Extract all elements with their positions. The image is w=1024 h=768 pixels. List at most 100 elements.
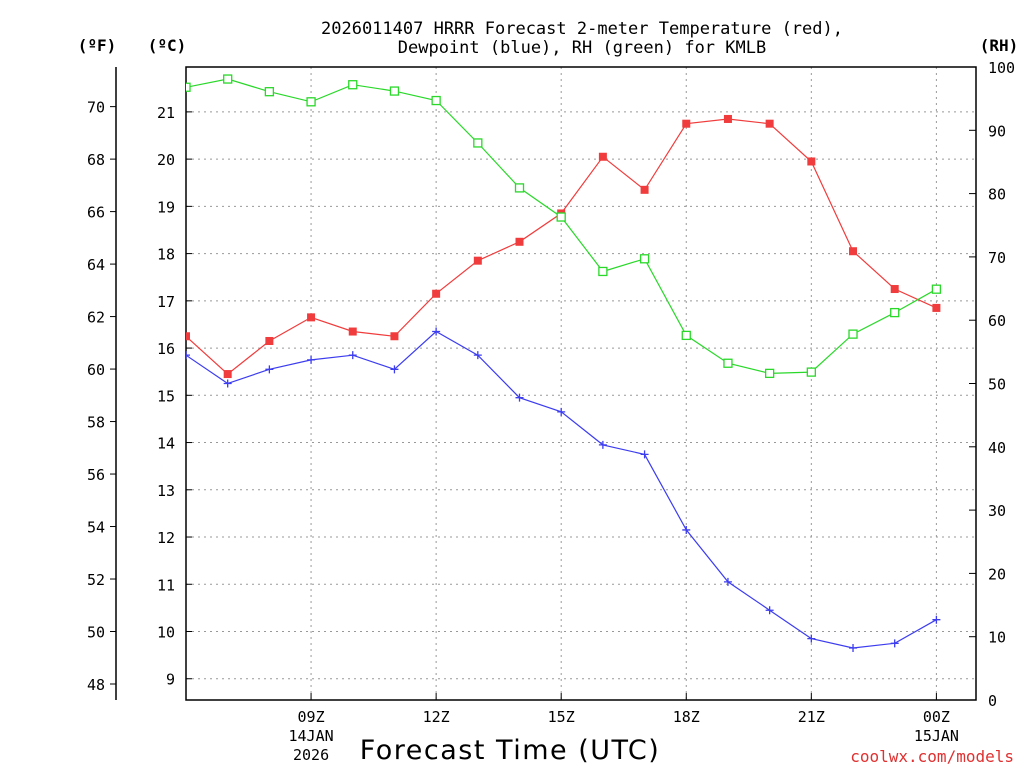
fahrenheit-tick-label: 62 bbox=[87, 309, 105, 327]
x-tick-label: 00Z bbox=[923, 708, 950, 726]
rh-data-point bbox=[223, 74, 233, 84]
celsius-tick-label: 18 bbox=[157, 246, 175, 264]
x-axis-title: Forecast Time (UTC) bbox=[360, 735, 661, 766]
celsius-tick-label: 19 bbox=[157, 198, 175, 216]
dewpoint-data-point bbox=[598, 440, 607, 449]
celsius-tick-label: 9 bbox=[166, 671, 175, 689]
rh-tick-label: 60 bbox=[988, 312, 1006, 330]
celsius-axis-label: (ºC) bbox=[148, 36, 187, 55]
temperature-data-point bbox=[223, 370, 232, 379]
dewpoint-data-point bbox=[557, 407, 566, 416]
temperature-data-point bbox=[390, 332, 399, 341]
rh-data-point bbox=[389, 86, 400, 96]
dewpoint-data-point bbox=[723, 577, 732, 586]
temperature-data-point bbox=[473, 256, 482, 265]
dewpoint-data-point bbox=[186, 351, 190, 360]
rh-tick-label: 30 bbox=[988, 502, 1006, 520]
fahrenheit-tick-label: 66 bbox=[87, 204, 105, 222]
rh-data-point bbox=[806, 367, 816, 377]
dewpoint-data-point bbox=[432, 327, 441, 336]
celsius-tick-label: 12 bbox=[157, 529, 175, 547]
dewpoint-data-point bbox=[932, 615, 941, 624]
temperature-data-point bbox=[432, 289, 441, 298]
fahrenheit-tick-label: 68 bbox=[87, 151, 105, 169]
dewpoint-data-point bbox=[348, 351, 357, 360]
celsius-tick-label: 17 bbox=[157, 293, 175, 311]
temperature-data-point bbox=[932, 303, 941, 312]
fahrenheit-tick-label: 48 bbox=[87, 676, 105, 694]
rh-data-point bbox=[348, 80, 358, 90]
x-tick-year-label: 2026 bbox=[293, 746, 329, 764]
rh-data-point bbox=[514, 183, 525, 193]
temperature-data-point bbox=[598, 152, 607, 161]
temperature-data-point bbox=[723, 114, 732, 123]
celsius-tick-label: 10 bbox=[157, 624, 175, 642]
temperature-data-point bbox=[807, 157, 816, 166]
x-tick-date-label: 15JAN bbox=[914, 727, 959, 745]
fahrenheit-tick-label: 50 bbox=[87, 624, 105, 642]
chart-title-line-1: 2026011407 HRRR Forecast 2-meter Tempera… bbox=[321, 19, 843, 39]
celsius-tick-label: 20 bbox=[157, 151, 175, 169]
rh-tick-label: 100 bbox=[988, 59, 1015, 77]
series-group bbox=[186, 74, 942, 653]
dewpoint-data-point bbox=[890, 639, 899, 648]
rh-tick-label: 50 bbox=[988, 376, 1006, 394]
rh-data-point bbox=[848, 329, 858, 339]
chart-title-line-2: Dewpoint (blue), RH (green) for KMLB bbox=[398, 38, 766, 58]
grid-lines bbox=[186, 67, 976, 700]
celsius-tick-label: 11 bbox=[157, 576, 175, 594]
celsius-tick-label: 13 bbox=[157, 482, 175, 500]
temperature-data-point bbox=[348, 327, 357, 336]
rh-tick-label: 80 bbox=[988, 186, 1006, 204]
dewpoint-data-point bbox=[682, 525, 691, 534]
celsius-tick-label: 21 bbox=[157, 104, 175, 122]
dewpoint-data-point bbox=[807, 634, 816, 643]
dewpoint-data-point bbox=[473, 351, 482, 360]
temperature-data-point bbox=[307, 313, 316, 322]
temperature-data-point bbox=[265, 336, 274, 345]
rh-data-point bbox=[306, 97, 316, 107]
temperature-data-point bbox=[186, 332, 190, 341]
rh-data-point bbox=[186, 82, 191, 92]
rh-tick-label: 70 bbox=[988, 249, 1006, 267]
rh-data-point bbox=[431, 95, 441, 106]
x-tick-label: 21Z bbox=[798, 708, 825, 726]
plot-frame bbox=[185, 66, 977, 701]
rh-data-point bbox=[931, 284, 942, 294]
dewpoint-data-point bbox=[765, 606, 774, 615]
x-tick-label: 15Z bbox=[548, 708, 575, 726]
temperature-data-point bbox=[849, 247, 858, 256]
celsius-tick-label: 15 bbox=[157, 387, 175, 405]
rh-data-point bbox=[681, 330, 691, 341]
rh-tick-label: 10 bbox=[988, 629, 1006, 647]
dewpoint-data-point bbox=[223, 379, 232, 388]
fahrenheit-tick-label: 70 bbox=[87, 99, 105, 117]
fahrenheit-tick-label: 64 bbox=[87, 256, 105, 274]
dewpoint-data-point bbox=[307, 355, 316, 364]
rh-tick-label: 0 bbox=[988, 692, 997, 710]
temperature-data-point bbox=[890, 285, 899, 294]
rh-axis-label: (RH) bbox=[980, 36, 1019, 55]
x-tick-label: 09Z bbox=[298, 708, 325, 726]
temperature-data-point bbox=[765, 119, 774, 128]
fahrenheit-tick-label: 56 bbox=[87, 466, 105, 484]
rh-tick-label: 90 bbox=[988, 122, 1006, 140]
x-tick-label: 12Z bbox=[423, 708, 450, 726]
rh-tick-label: 20 bbox=[988, 565, 1006, 583]
temperature-data-point bbox=[640, 185, 649, 194]
fahrenheit-tick-label: 54 bbox=[87, 519, 105, 537]
rh-data-point bbox=[890, 307, 900, 318]
celsius-tick-label: 16 bbox=[157, 340, 175, 358]
dewpoint-data-point bbox=[390, 365, 399, 374]
x-tick-label: 18Z bbox=[673, 708, 700, 726]
fahrenheit-tick-label: 60 bbox=[87, 361, 105, 379]
fahrenheit-tick-label: 52 bbox=[87, 571, 105, 589]
temperature-data-point bbox=[515, 237, 524, 246]
dewpoint-data-point bbox=[849, 644, 858, 653]
rh-data-point bbox=[556, 212, 566, 222]
rh-data-point bbox=[764, 368, 775, 379]
x-tick-date-label: 14JAN bbox=[288, 727, 333, 745]
rh-series-line bbox=[186, 78, 937, 375]
